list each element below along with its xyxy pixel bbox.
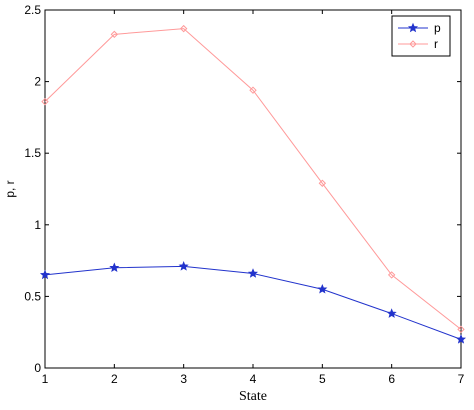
x-tick-label: 3 [180, 372, 187, 386]
legend: pr [391, 15, 451, 57]
x-tick-label: 5 [319, 372, 326, 386]
data-point-p [178, 261, 189, 271]
y-tick-label: 2 [34, 75, 41, 89]
x-tick-label: 2 [111, 372, 118, 386]
data-point-r [457, 325, 465, 334]
x-tick-label: 7 [458, 372, 465, 386]
data-point-r [179, 24, 188, 33]
x-axis-label: State [239, 389, 267, 404]
y-tick-label: 1 [34, 218, 41, 232]
legend-marker-r [409, 40, 417, 48]
data-point-r [110, 30, 119, 39]
data-point-p [109, 262, 120, 273]
y-tick-label: 2.5 [24, 3, 41, 17]
y-tick-label: 0 [34, 361, 41, 375]
data-point-p [455, 334, 467, 344]
data-point-r [249, 86, 257, 94]
data-point-r [41, 97, 49, 106]
data-point-p [317, 283, 328, 294]
x-tick-label: 6 [388, 372, 395, 386]
x-tick-label: 1 [42, 372, 49, 386]
series-line-r [44, 28, 462, 330]
y-axis-label: p, r [3, 180, 17, 197]
data-point-r [318, 179, 327, 187]
data-point-p [247, 268, 259, 278]
legend-label-p: p [434, 21, 441, 35]
legend-label-r: r [434, 37, 438, 51]
legend-marker-p [407, 22, 419, 33]
x-tick-label: 4 [250, 372, 257, 386]
data-point-p [39, 269, 51, 280]
y-tick-label: 1.5 [24, 146, 41, 160]
data-point-p [386, 308, 397, 318]
data-point-r [387, 271, 396, 279]
y-tick-label: 0.5 [24, 289, 41, 303]
legend-box [391, 15, 451, 57]
